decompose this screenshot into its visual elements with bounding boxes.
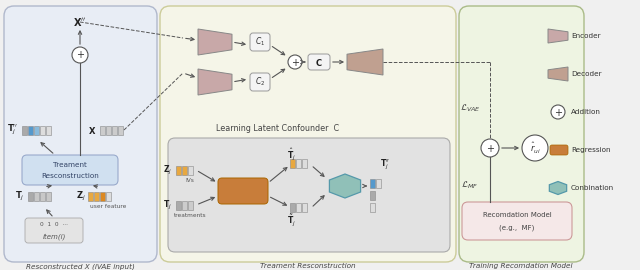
Text: $\mathbf{X}$: $\mathbf{X}$	[88, 124, 96, 136]
Bar	[112, 126, 117, 134]
FancyBboxPatch shape	[250, 73, 270, 91]
Bar	[46, 191, 51, 201]
FancyBboxPatch shape	[4, 6, 157, 262]
Bar	[106, 191, 111, 201]
Text: $\mathbf{T}_j^{\prime\prime}$: $\mathbf{T}_j^{\prime\prime}$	[7, 123, 18, 137]
Text: +: +	[291, 58, 299, 68]
Bar	[376, 178, 381, 187]
Bar	[118, 126, 123, 134]
Bar	[100, 126, 105, 134]
Bar	[290, 202, 295, 211]
Bar	[370, 178, 375, 187]
Polygon shape	[548, 29, 568, 43]
Text: Treament: Treament	[53, 162, 87, 168]
Text: $\mathbf{T}_j$: $\mathbf{T}_j$	[163, 198, 172, 212]
Text: item(i): item(i)	[42, 234, 66, 240]
Text: $\mathbf{C}$: $\mathbf{C}$	[316, 56, 323, 68]
Bar	[370, 191, 375, 200]
Polygon shape	[548, 67, 568, 81]
Bar	[34, 126, 39, 134]
Circle shape	[522, 135, 548, 161]
Text: Addition: Addition	[571, 109, 601, 115]
Polygon shape	[549, 181, 566, 194]
Bar	[22, 126, 27, 134]
FancyBboxPatch shape	[25, 218, 83, 243]
Text: $\mathcal{L}_{MF}$: $\mathcal{L}_{MF}$	[461, 179, 479, 191]
Text: user feature: user feature	[90, 204, 126, 209]
Text: Decoder: Decoder	[571, 71, 602, 77]
FancyBboxPatch shape	[462, 202, 572, 240]
Text: $\mathbf{T}_j^{\prime\prime}$: $\mathbf{T}_j^{\prime\prime}$	[380, 158, 390, 172]
Circle shape	[481, 139, 499, 157]
Bar	[296, 158, 301, 167]
Bar	[34, 191, 39, 201]
Bar	[28, 191, 33, 201]
Bar	[40, 191, 45, 201]
Bar	[302, 158, 307, 167]
Text: Regression: Regression	[571, 147, 611, 153]
Bar	[176, 166, 181, 174]
Text: Recomdation Model: Recomdation Model	[483, 212, 552, 218]
Bar	[188, 201, 193, 210]
Text: $\mathbf{Z}_j$: $\mathbf{Z}_j$	[163, 163, 172, 177]
Text: Resconstruction: Resconstruction	[41, 173, 99, 179]
Text: 0  1  0  ···: 0 1 0 ···	[40, 222, 68, 228]
Bar	[94, 191, 99, 201]
Text: (e.g.,  MF): (e.g., MF)	[499, 225, 534, 231]
Bar	[46, 126, 51, 134]
FancyBboxPatch shape	[550, 145, 568, 155]
FancyBboxPatch shape	[308, 54, 330, 70]
Text: $\mathbf{X}^{\prime\prime}$: $\mathbf{X}^{\prime\prime}$	[74, 16, 86, 28]
Polygon shape	[347, 49, 383, 75]
Text: IVs: IVs	[186, 178, 195, 183]
FancyBboxPatch shape	[459, 6, 584, 262]
Bar	[100, 191, 105, 201]
Bar	[302, 202, 307, 211]
Circle shape	[72, 47, 88, 63]
Text: $\hat{r}_{ui}$: $\hat{r}_{ui}$	[529, 140, 540, 156]
Bar	[88, 191, 93, 201]
Text: Resconstructed X (iVAE input): Resconstructed X (iVAE input)	[26, 263, 134, 270]
FancyBboxPatch shape	[160, 6, 456, 262]
Bar	[370, 202, 375, 211]
Text: treatments: treatments	[173, 213, 206, 218]
Bar	[28, 126, 33, 134]
Bar	[182, 166, 187, 174]
Bar	[106, 126, 111, 134]
Text: $\tilde{\mathbf{T}}_j$: $\tilde{\mathbf{T}}_j$	[287, 212, 296, 228]
Polygon shape	[198, 69, 232, 95]
Circle shape	[288, 55, 302, 69]
Text: $C_1$: $C_1$	[255, 36, 265, 48]
Text: Encoder: Encoder	[571, 33, 600, 39]
FancyBboxPatch shape	[168, 138, 450, 252]
Text: $\mathbf{Z}_j$: $\mathbf{Z}_j$	[76, 190, 86, 202]
Text: +: +	[486, 143, 494, 154]
Text: +: +	[76, 50, 84, 60]
Text: $\mathcal{L}_{VAE}$: $\mathcal{L}_{VAE}$	[460, 102, 481, 114]
Bar	[296, 202, 301, 211]
Text: Training Recomdation Model: Training Recomdation Model	[469, 263, 573, 269]
Text: $\mathbf{T}_j$: $\mathbf{T}_j$	[15, 190, 24, 202]
Bar	[182, 201, 187, 210]
Text: Learning Latent Confounder  C: Learning Latent Confounder C	[216, 124, 340, 133]
Text: $C_2$: $C_2$	[255, 76, 265, 88]
Polygon shape	[198, 29, 232, 55]
Text: $\hat{\mathbf{T}}_j$: $\hat{\mathbf{T}}_j$	[287, 147, 296, 163]
FancyBboxPatch shape	[250, 33, 270, 51]
Bar	[188, 166, 193, 174]
FancyBboxPatch shape	[22, 155, 118, 185]
Circle shape	[551, 105, 565, 119]
Polygon shape	[330, 174, 360, 198]
Text: +: +	[554, 107, 562, 117]
FancyBboxPatch shape	[218, 178, 268, 204]
Bar	[176, 201, 181, 210]
Text: Conbination: Conbination	[571, 185, 614, 191]
Bar	[40, 126, 45, 134]
Text: Treament Resconstruction: Treament Resconstruction	[260, 263, 356, 269]
Bar	[290, 158, 295, 167]
